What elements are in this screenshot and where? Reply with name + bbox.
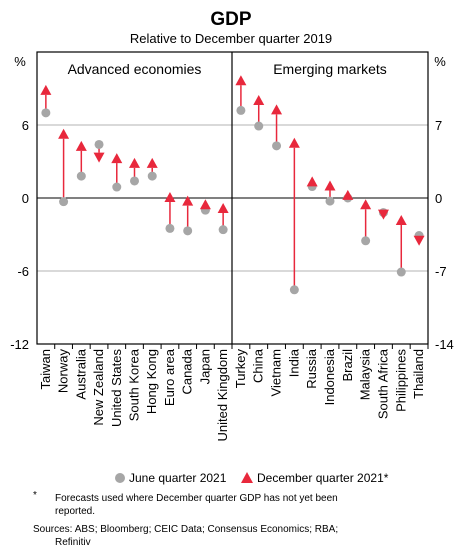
june-point <box>94 139 104 149</box>
june-point <box>112 182 122 192</box>
june-point <box>361 236 371 246</box>
y-tick-label-right: 7 <box>435 118 442 133</box>
june-point <box>41 108 51 118</box>
legend-june-label: June quarter 2021 <box>129 471 227 485</box>
december-point <box>93 152 105 163</box>
december-point <box>271 104 283 115</box>
category-label: Brazil <box>340 349 355 382</box>
sources-line-1: Sources: ABS; Bloomberg; CEIC Data; Cons… <box>33 524 338 535</box>
june-point <box>59 197 69 207</box>
legend-june-marker <box>115 473 125 483</box>
panel-title: Advanced economies <box>68 61 202 77</box>
december-point <box>40 84 52 95</box>
june-point <box>130 176 139 186</box>
category-label: Japan <box>197 349 212 384</box>
plot-area: 6 0 -6 -12 7 0 -7 -14 Advanced economies Taiwan No… <box>10 51 454 442</box>
june-point <box>325 196 335 206</box>
y-tick-label-right: -7 <box>435 264 447 279</box>
december-point <box>146 157 158 168</box>
category-label: Euro area <box>162 348 177 406</box>
category-label: United Kingdom <box>215 349 230 442</box>
december-point <box>164 192 176 202</box>
december-point <box>199 199 211 210</box>
december-point <box>395 214 407 225</box>
legend-december-label: December quarter 2021* <box>257 471 389 485</box>
category-label: United States <box>109 349 124 428</box>
june-point <box>396 267 406 277</box>
sources-line-2: Refinitiv <box>55 537 91 548</box>
june-point <box>254 121 264 131</box>
y-tick-label-left: 0 <box>22 191 29 206</box>
june-point <box>289 285 299 295</box>
june-point <box>236 105 246 115</box>
december-point <box>377 209 389 220</box>
june-point <box>165 223 175 233</box>
category-label: Taiwan <box>38 349 53 389</box>
june-point <box>147 171 157 181</box>
december-point <box>253 95 265 106</box>
december-point <box>306 176 318 187</box>
june-point <box>183 226 193 236</box>
legend: June quarter 2021 December quarter 2021* <box>115 471 389 485</box>
june-point <box>76 171 86 181</box>
category-label: Canada <box>180 348 195 394</box>
category-label: China <box>251 348 266 383</box>
legend-december-marker <box>241 472 253 483</box>
december-point <box>235 75 247 86</box>
category-label: Turkey <box>233 349 248 389</box>
december-point <box>342 189 354 200</box>
december-point <box>413 235 425 246</box>
june-point <box>272 141 282 151</box>
footnote-line-2: reported. <box>55 506 95 517</box>
december-point <box>182 195 194 206</box>
december-point <box>111 153 123 164</box>
category-label: South Korea <box>127 348 142 421</box>
category-label: Thailand <box>411 349 426 399</box>
y-tick-label-left: -12 <box>10 337 29 352</box>
december-point <box>288 137 300 148</box>
category-label: Malaysia <box>358 348 373 400</box>
december-point <box>360 199 372 210</box>
y-tick-label-right: 0 <box>435 191 442 206</box>
december-point <box>75 140 87 151</box>
category-label: Norway <box>56 349 71 394</box>
chart-title: GDP <box>210 9 252 30</box>
right-axis-unit: % <box>434 54 446 69</box>
category-label: Philippines <box>393 349 408 412</box>
category-label: South Africa <box>375 348 390 419</box>
june-point <box>218 225 228 235</box>
panel-title: Emerging markets <box>273 61 387 77</box>
category-label: Vietnam <box>269 349 284 396</box>
category-label: Russia <box>304 348 319 389</box>
footnote-marker: * <box>33 490 37 501</box>
y-tick-label-right: -14 <box>435 337 454 352</box>
left-axis-unit: % <box>14 54 26 69</box>
december-point <box>129 157 140 168</box>
category-label: Australia <box>73 348 88 399</box>
category-label: Hong Kong <box>144 349 159 414</box>
y-tick-label-left: 6 <box>22 118 29 133</box>
december-point <box>217 202 229 213</box>
footnote-line-1: Forecasts used where December quarter GD… <box>55 493 338 504</box>
category-label: Indonesia <box>322 348 337 405</box>
december-point <box>58 128 70 139</box>
y-tick-label-left: -6 <box>17 264 29 279</box>
chart-subtitle: Relative to December quarter 2019 <box>130 31 332 46</box>
category-label: India <box>286 348 301 377</box>
december-point <box>324 180 336 191</box>
category-label: New Zealand <box>91 349 106 426</box>
